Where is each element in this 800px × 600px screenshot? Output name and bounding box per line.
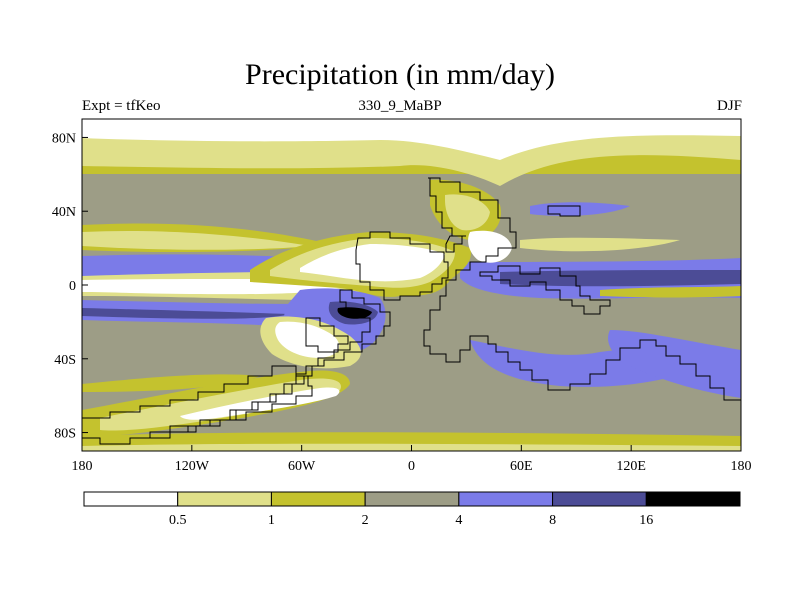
period-label: 330_9_MaBP [358, 98, 442, 114]
south-arc-light [100, 378, 341, 431]
colorbar-label: 16 [639, 513, 653, 528]
colorbar-swatch [458, 491, 554, 507]
x-tick-label: 180 [72, 459, 93, 474]
colorbar: 0.5 1 2 4 8 16 [83, 491, 741, 528]
y-tick-label: 40N [52, 205, 76, 220]
chart-title: Precipitation (in mm/day) [245, 58, 555, 91]
x-axis: 180 120W 60W 0 60E 120E 180 [72, 445, 752, 474]
colorbar-label: 2 [362, 513, 369, 528]
band-se-blue2 [608, 330, 741, 398]
colorbar-swatch [270, 491, 366, 507]
band-east-yellow [600, 286, 741, 298]
x-tick-label: 120W [175, 459, 210, 474]
colorbar-label: 0.5 [169, 513, 187, 528]
y-tick-label: 0 [69, 279, 76, 294]
colorbar-label: 1 [268, 513, 275, 528]
y-tick-label: 80N [52, 131, 76, 146]
band-itcz-dark-east [500, 270, 741, 287]
contour-field [82, 119, 741, 451]
colorbar-swatch [552, 491, 647, 507]
south-arm-white [275, 321, 340, 358]
nh-continent-white [468, 230, 512, 263]
band-east-light [520, 237, 680, 252]
band-sw-yellow [82, 374, 260, 392]
x-tick-label: 0 [408, 459, 415, 474]
x-tick-label: 180 [731, 459, 752, 474]
y-tick-label: 40S [54, 353, 76, 368]
nh-continent-light [445, 194, 490, 231]
x-tick-label: 120E [616, 459, 646, 474]
colorbar-label: 8 [549, 513, 556, 528]
x-tick-label: 60E [510, 459, 533, 474]
experiment-label: Expt = tfKeo [82, 98, 161, 114]
colorbar-swatch [83, 491, 179, 507]
season-label: DJF [716, 98, 742, 114]
y-tick-label: 80S [54, 427, 76, 442]
band-south-tropic-dark [82, 308, 290, 319]
continent-outlines [82, 177, 741, 445]
colorbar-swatch [177, 491, 272, 507]
band-north-white [82, 119, 741, 160]
colorbar-label: 4 [455, 513, 462, 528]
colorbar-swatch [364, 491, 460, 507]
colorbar-swatch [645, 491, 741, 507]
y-axis: 80N 40N 0 40S 80S [52, 131, 88, 442]
band-nh-light [82, 230, 310, 250]
x-tick-label: 60W [288, 459, 316, 474]
continent-white [300, 244, 445, 282]
